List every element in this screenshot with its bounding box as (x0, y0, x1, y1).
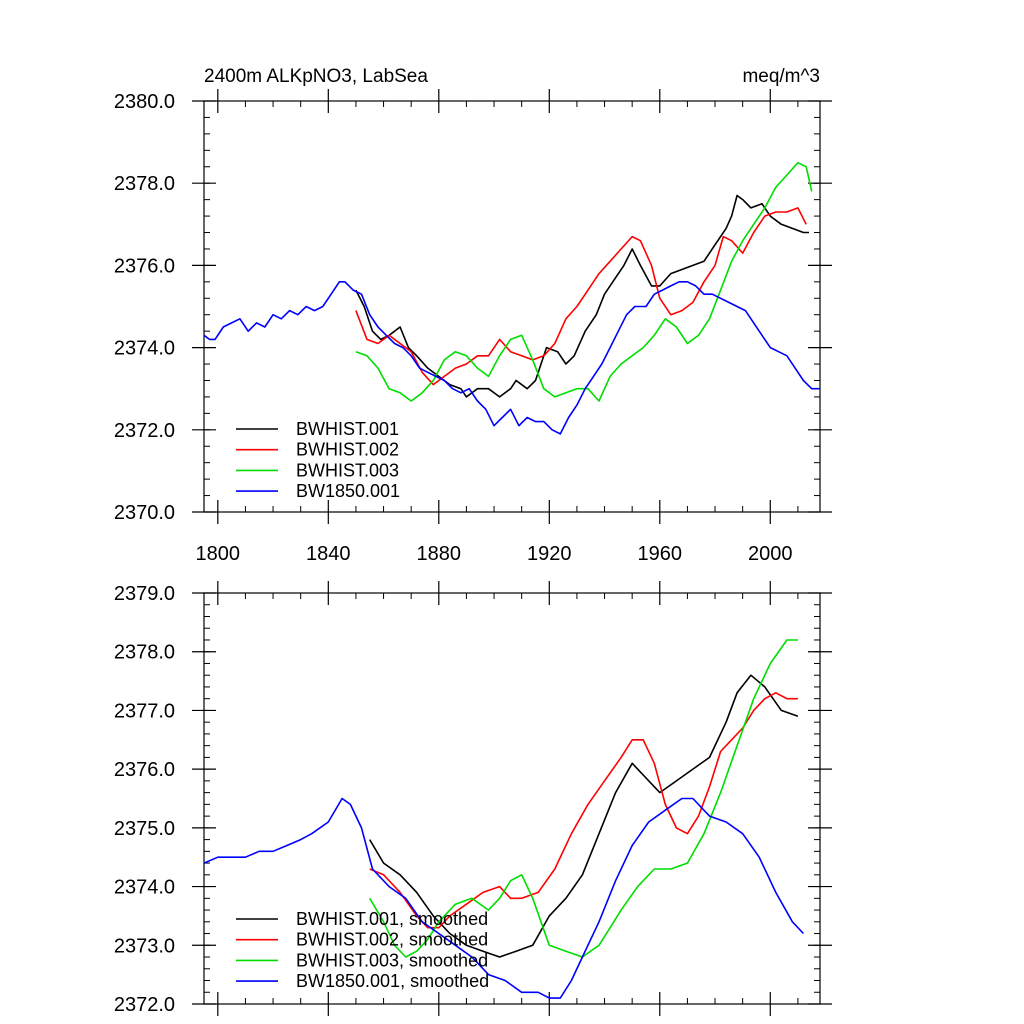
top-x-tick-label: 1920 (527, 543, 572, 565)
top-legend-label: BWHIST.002 (296, 440, 399, 460)
bottom-series-line-3 (369, 639, 798, 958)
bottom-series-line-4 (203, 797, 804, 999)
top-y-tick-label: 2378.0 (114, 173, 175, 195)
bottom-y-tick-label: 2372.0 (114, 994, 175, 1016)
bottom-y-tick-label: 2373.0 (114, 935, 175, 957)
bottom-series-line-2 (369, 691, 798, 929)
bottom-y-tick-label: 2375.0 (114, 818, 175, 840)
top-x-tick-label: 1880 (417, 543, 462, 565)
top-x-tick-label: 1960 (638, 543, 683, 565)
top-y-tick-label: 2380.0 (114, 91, 175, 113)
bottom-y-tick-label: 2374.0 (114, 877, 175, 899)
bottom-panel: 2372.0 2373.0 2374.0 2375.0 2376.0 2377.0 2378… (114, 581, 832, 1016)
top-series-line-2 (355, 207, 807, 386)
top-legend-label: BWHIST.003 (296, 460, 399, 480)
units-label: meq/m^3 (742, 66, 820, 87)
bottom-y-tick-label: 2378.0 (114, 642, 175, 664)
bottom-y-tick-label: 2376.0 (114, 759, 175, 781)
bottom-plot-frame (203, 592, 821, 1005)
top-y-tick-label: 2370.0 (114, 502, 175, 524)
top-x-tick-label: 1800 (196, 543, 241, 565)
top-y-tick-label: 2374.0 (114, 338, 175, 360)
top-series-line-4 (203, 280, 820, 435)
bottom-legend-label: BWHIST.002, smoothed (296, 930, 488, 950)
top-legend-label: BW1850.001 (296, 481, 400, 501)
bottom-legend-label: BWHIST.003, smoothed (296, 950, 488, 970)
bottom-y-tick-label: 2379.0 (114, 583, 175, 605)
top-x-tick-label: 1840 (306, 543, 351, 565)
bottom-legend-label: BW1850.001, smoothed (296, 971, 489, 991)
top-panel: 1800 1840 1880 1920 1960 2000 2370.0 2372.0 2374… (114, 89, 832, 565)
top-y-tick-label: 2372.0 (114, 420, 175, 442)
top-y-tick-label: 2376.0 (114, 255, 175, 277)
bottom-y-tick-label: 2377.0 (114, 700, 175, 722)
top-legend-label: BWHIST.001 (296, 419, 399, 439)
bottom-legend-label: BWHIST.001, smoothed (296, 909, 488, 929)
top-series-line-3 (355, 161, 813, 402)
top-x-tick-label: 2000 (748, 543, 793, 565)
top-series-line-1 (355, 194, 809, 398)
top-plot-frame (203, 100, 821, 513)
chart-title: 2400m ALKpNO3, LabSea (204, 66, 428, 87)
